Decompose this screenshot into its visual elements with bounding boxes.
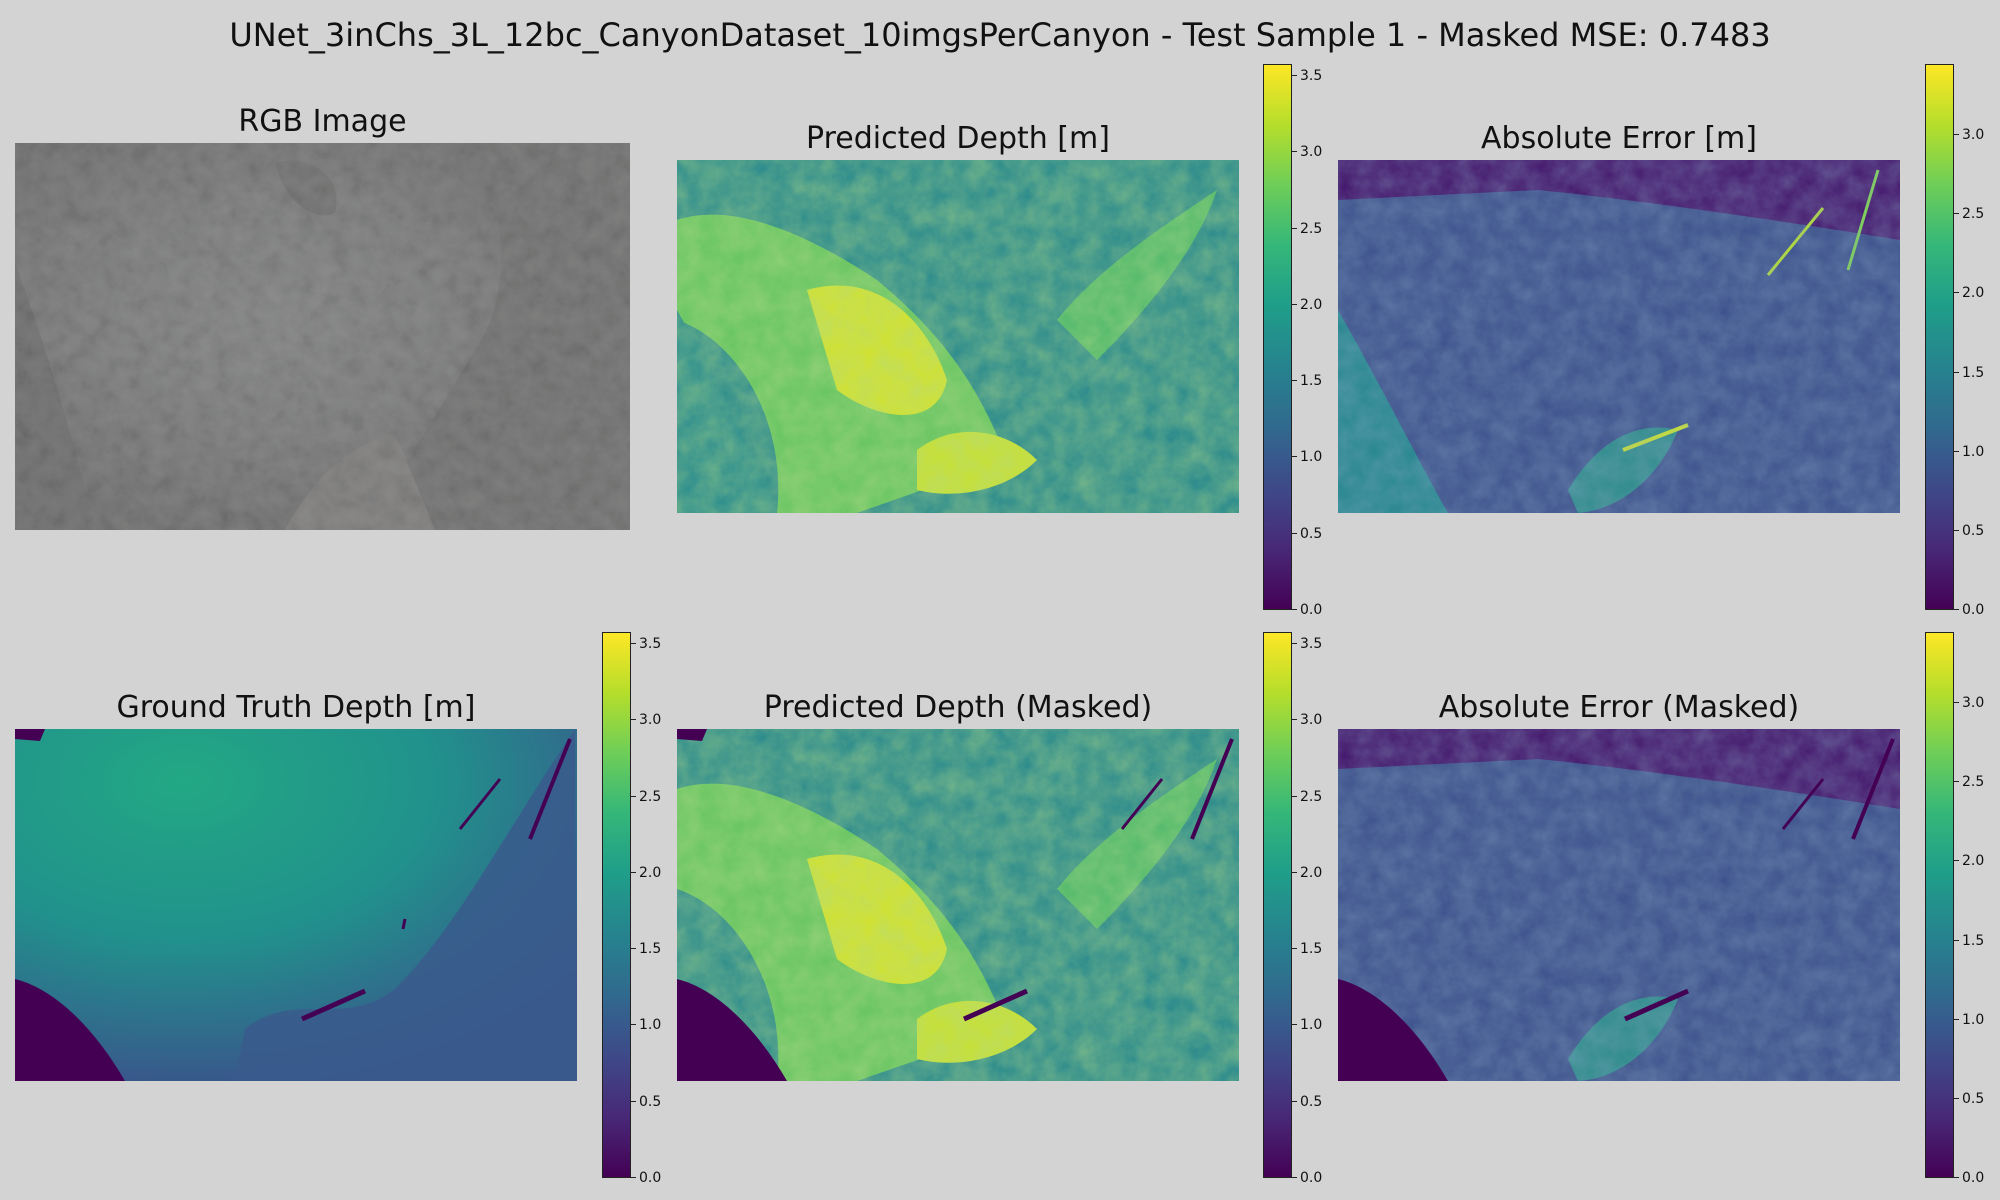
- colorbar-tick-label: 2.5: [1290, 220, 1323, 237]
- colorbar-tick-label: 1.0: [1290, 449, 1323, 466]
- colorbar-tick-label: 1.5: [1290, 373, 1323, 390]
- colorbar-tick-label: 0.0: [1952, 602, 1985, 618]
- colorbar-tick-label: 2.0: [1290, 864, 1323, 881]
- colorbar-tick-label: 2.0: [1290, 296, 1323, 313]
- predicted-depth-colorbar: [1263, 64, 1292, 610]
- colorbar-tick-label: 1.0: [1952, 443, 1985, 460]
- colorbar-tick-label: 3.0: [1290, 144, 1323, 161]
- colorbar-tick-label: 0.5: [1290, 525, 1323, 542]
- colorbar-tick-label: 0.0: [1952, 1170, 1985, 1186]
- figure-title: UNet_3inChs_3L_12bc_CanyonDataset_10imgs…: [229, 16, 1771, 54]
- colorbar-tick-label: 2.5: [1952, 774, 1985, 791]
- rgb-panel-title: RGB Image: [238, 104, 407, 139]
- colorbar-tick-label: 3.5: [629, 636, 662, 653]
- predicted-depth-masked-colorbar: [1263, 632, 1292, 1178]
- colorbar-tick-label: 0.0: [1290, 1170, 1323, 1186]
- colorbar-tick-label: 1.0: [1290, 1017, 1323, 1034]
- colorbar-tick-label: 1.5: [629, 941, 662, 958]
- rgb-image: [15, 143, 630, 530]
- colorbar-tick-label: 0.0: [1290, 602, 1323, 618]
- colorbar-tick-label: 1.0: [1952, 1011, 1985, 1028]
- colorbar-tick-label: 1.5: [1952, 364, 1985, 381]
- colorbar-tick-label: 1.5: [1952, 932, 1985, 949]
- colorbar-tick-label: 2.0: [629, 864, 662, 881]
- colorbar-tick-label: 2.0: [1952, 285, 1985, 302]
- colorbar-tick-label: 3.0: [1952, 695, 1985, 712]
- colorbar-tick-label: 3.0: [1952, 127, 1985, 144]
- predicted-depth-masked-map: [677, 729, 1239, 1081]
- colorbar-tick-label: 3.5: [1290, 636, 1323, 653]
- colorbar-tick-label: 2.5: [629, 788, 662, 805]
- colorbar-tick-label: 1.0: [629, 1017, 662, 1034]
- colorbar-tick-label: 0.5: [629, 1093, 662, 1110]
- colorbar-tick-label: 3.5: [1290, 68, 1323, 85]
- colorbar-tick-label: 2.0: [1952, 853, 1985, 870]
- absolute-error-map: [1338, 160, 1900, 513]
- colorbar-tick-label: 3.0: [1290, 712, 1323, 729]
- ground-truth-title: Ground Truth Depth [m]: [116, 690, 476, 725]
- colorbar-tick-label: 3.0: [629, 712, 662, 729]
- colorbar-tick-label: 0.0: [629, 1170, 662, 1186]
- colorbar-tick-label: 2.5: [1290, 788, 1323, 805]
- ground-truth-depth-map: [15, 729, 577, 1081]
- ground-truth-colorbar: [602, 632, 631, 1178]
- colorbar-tick-label: 0.5: [1952, 522, 1985, 539]
- predicted-depth-map: [677, 160, 1239, 513]
- absolute-error-masked-colorbar: [1925, 632, 1954, 1178]
- colorbar-tick-label: 0.5: [1290, 1093, 1323, 1110]
- absolute-error-masked-title: Absolute Error (Masked): [1438, 690, 1800, 725]
- predicted-depth-title: Predicted Depth [m]: [806, 121, 1110, 156]
- colorbar-tick-label: 0.5: [1952, 1090, 1985, 1107]
- colorbar-tick-label: 1.5: [1290, 941, 1323, 958]
- absolute-error-title: Absolute Error [m]: [1481, 121, 1757, 156]
- predicted-depth-masked-title: Predicted Depth (Masked): [763, 690, 1153, 725]
- absolute-error-colorbar: [1925, 64, 1954, 610]
- absolute-error-masked-map: [1338, 729, 1900, 1081]
- colorbar-tick-label: 2.5: [1952, 206, 1985, 223]
